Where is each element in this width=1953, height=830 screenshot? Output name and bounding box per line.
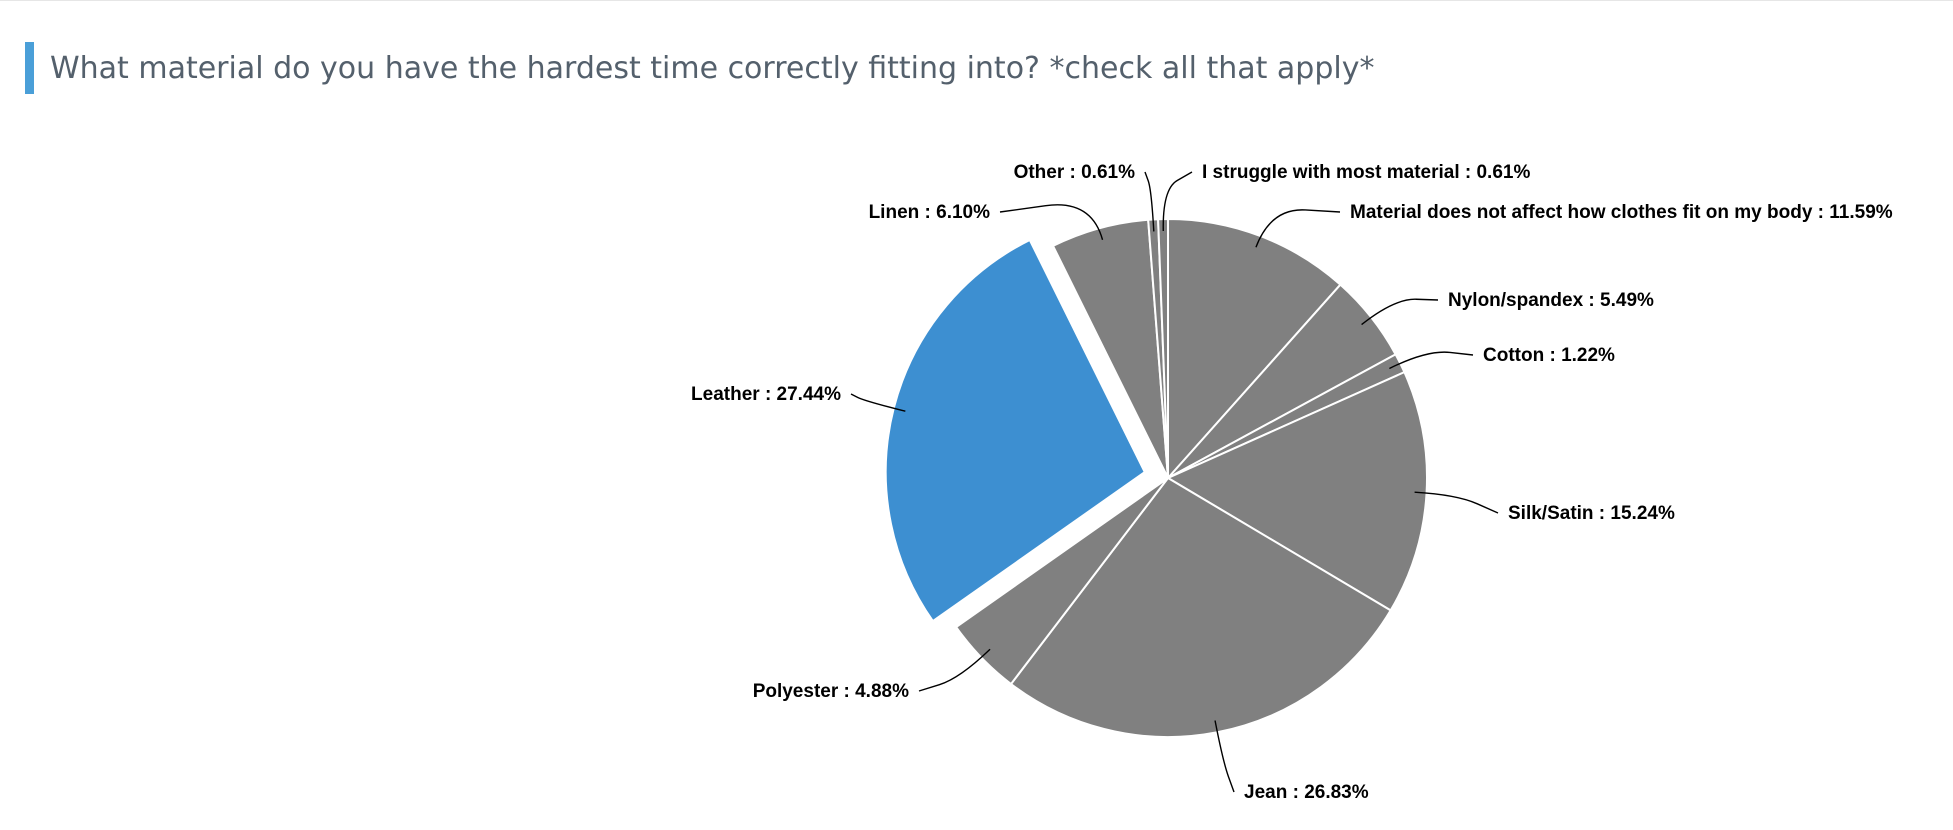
pie-leader-lines [850, 171, 1499, 793]
leader-line-nylon-spandex [1361, 298, 1439, 326]
slice-label-nylon-spandex: Nylon/spandex : 5.49% [1448, 290, 1654, 311]
pie-slice-material-does-not-affect-how-clothes-fit-on-my-body[interactable] [1167, 218, 1342, 479]
leader-line-other [1144, 171, 1155, 232]
slice-label-material-does-not-affect-how-clothes-fit-on-my-body: Material does not affect how clothes fit… [1350, 202, 1893, 223]
slice-label-silk-satin: Silk/Satin : 15.24% [1508, 503, 1675, 524]
question-accent-bar [25, 42, 34, 94]
slice-label-cotton: Cotton : 1.22% [1483, 345, 1615, 366]
pie-labels: Material does not affect how clothes fit… [691, 162, 1893, 803]
slice-label-i-struggle-with-most-material: I struggle with most material : 0.61% [1202, 162, 1530, 183]
question-header: What material do you have the hardest ti… [25, 42, 1374, 94]
leader-line-leather [850, 393, 906, 412]
slice-label-other: Other : 0.61% [1014, 162, 1136, 183]
leader-line-material-does-not-affect-how-clothes-fit-on-my-body [1255, 209, 1341, 248]
leader-line-silk-satin [1414, 491, 1499, 514]
leader-line-polyester [918, 648, 991, 692]
leader-line-cotton [1389, 351, 1474, 370]
slice-label-polyester: Polyester : 4.88% [753, 681, 909, 702]
slice-label-linen: Linen : 6.10% [869, 202, 991, 223]
leader-line-i-struggle-with-most-material [1162, 171, 1193, 232]
pie-slices [884, 218, 1428, 738]
leader-line-jean [1214, 720, 1235, 793]
slice-label-leather: Leather : 27.44% [691, 384, 841, 405]
question-title: What material do you have the hardest ti… [50, 50, 1375, 86]
leader-line-linen [999, 204, 1104, 241]
slice-label-jean: Jean : 26.83% [1244, 782, 1369, 803]
